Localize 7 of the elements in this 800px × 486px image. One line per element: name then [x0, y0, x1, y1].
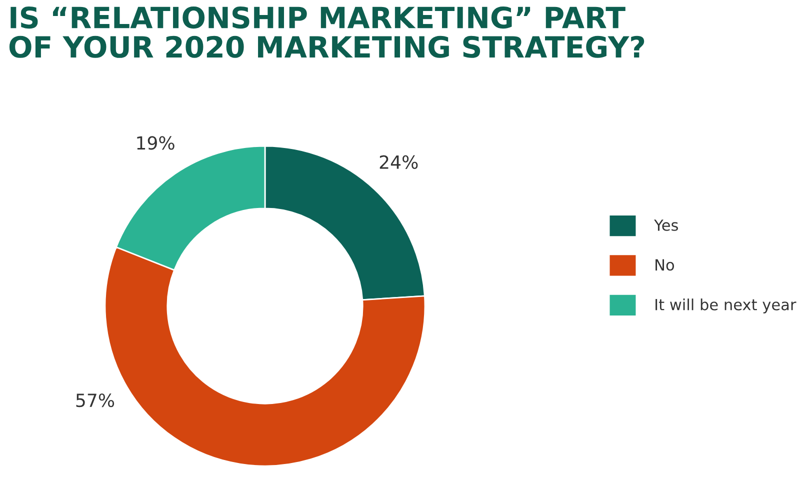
data-label: 19% [137, 136, 174, 150]
data-label: 24% [380, 155, 418, 169]
legend-label: No [656, 259, 674, 271]
legend-label: It will be next year [656, 298, 796, 314]
data-label: 57% [76, 394, 114, 408]
legend-label: Yes [654, 220, 678, 231]
chart-title: IS “RELATIONSHIP MARKETING” PART OF YOUR 2020 MARKETING STRATEGY? [9, 6, 644, 58]
